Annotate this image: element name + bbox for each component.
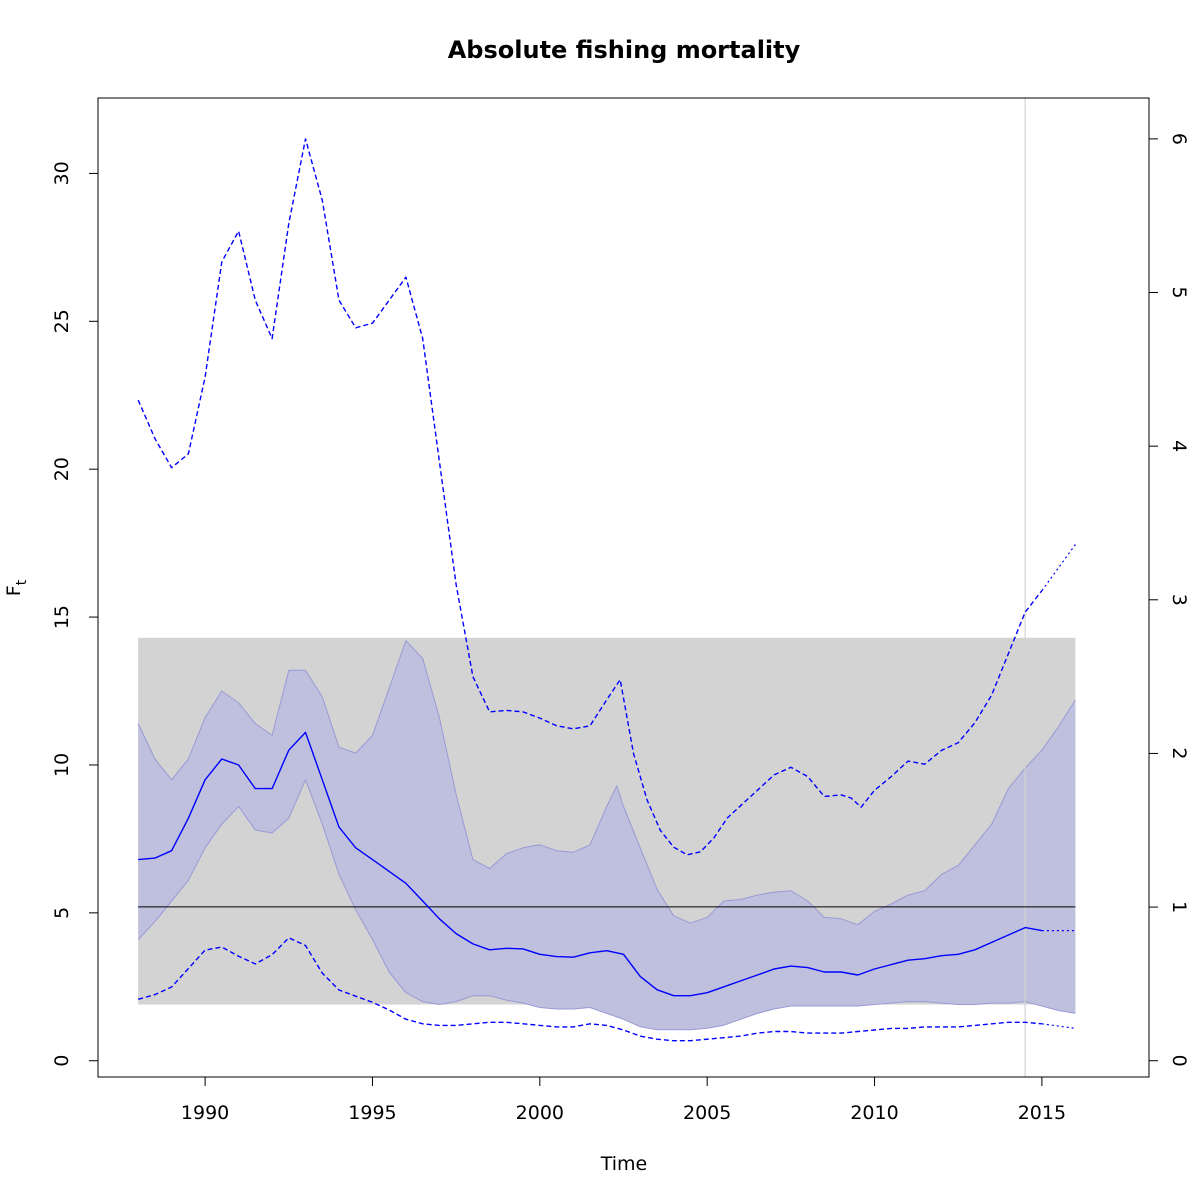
right-axis-upper-line xyxy=(137,138,1043,856)
y-right-tick-label: 5 xyxy=(1168,286,1190,298)
x-axis-label: Time xyxy=(600,1153,648,1175)
x-tick-label: 2015 xyxy=(1018,1102,1066,1124)
axes-layer: 1990 1995 2000 2005 2010 2015 0 5 10 15 20 25 30 0 1 2 3… xyxy=(51,97,1190,1124)
y-tick-label: 5 xyxy=(51,907,73,919)
ci-upper-edge xyxy=(137,640,1076,926)
x-tick-label: 1990 xyxy=(181,1102,229,1124)
y-tick-label: 0 xyxy=(51,1055,73,1067)
y-tick-label: 30 xyxy=(51,161,73,185)
right-axis-lower-line xyxy=(138,937,1042,1042)
y-right-tick-label: 6 xyxy=(1168,133,1190,145)
y-tick-label: 10 xyxy=(51,753,73,777)
y-axis-label: Ft xyxy=(3,579,30,596)
estimate-line xyxy=(138,731,1043,997)
x-tick-label: 2010 xyxy=(850,1102,898,1124)
ci-band xyxy=(138,640,1076,1030)
y-axis-label-group: Ft xyxy=(3,579,30,596)
plot-frame xyxy=(97,97,1150,1078)
y-tick-label: 15 xyxy=(51,605,73,629)
ci-lower-edge xyxy=(137,779,1076,1031)
series-layer xyxy=(137,98,1076,1077)
x-tick-label: 2000 xyxy=(516,1102,564,1124)
right-axis-lower-projection-line xyxy=(1041,1023,1076,1029)
confidence-band-layer xyxy=(137,640,1076,1031)
y-tick-label: 25 xyxy=(51,309,73,333)
y-right-tick-label: 0 xyxy=(1168,1055,1190,1067)
y-right-tick-label: 4 xyxy=(1168,440,1190,452)
y-tick-label: 20 xyxy=(51,457,73,481)
y-right-tick-label: 3 xyxy=(1168,594,1190,606)
x-tick-label: 1995 xyxy=(348,1102,396,1124)
right-axis-upper-projection-line xyxy=(1041,544,1076,591)
y-right-tick-label: 1 xyxy=(1168,901,1190,913)
x-tick-label: 2005 xyxy=(683,1102,731,1124)
y-axis-label-subscript: t xyxy=(14,579,30,585)
y-right-tick-label: 2 xyxy=(1168,747,1190,759)
y-axis-label-main: F xyxy=(3,585,25,596)
chart-title: Absolute fishing mortality xyxy=(448,36,801,64)
